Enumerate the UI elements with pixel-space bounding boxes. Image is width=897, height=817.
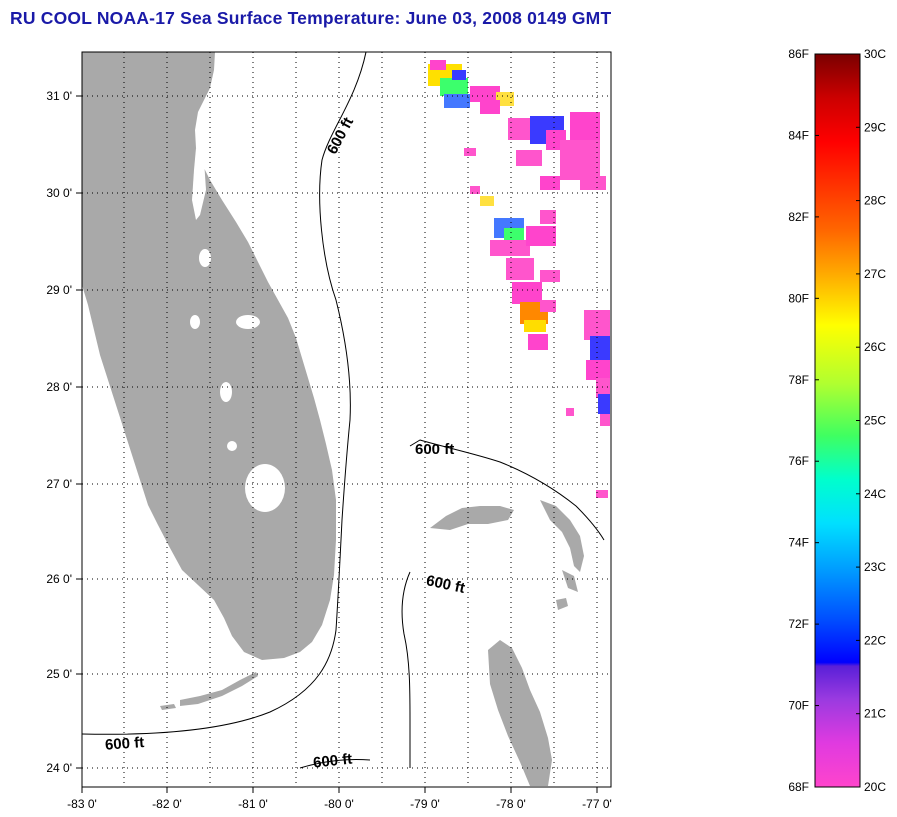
contour-label: 600 ft xyxy=(312,751,353,772)
colorbar-c-label: 29C xyxy=(864,120,886,134)
lat-label: 25 0' xyxy=(46,667,72,681)
colorbar-c-label: 21C xyxy=(864,707,886,721)
lon-label: -77 0' xyxy=(582,797,612,811)
colorbar-f-label: 74F xyxy=(788,536,809,550)
colorbar-c-label: 20C xyxy=(864,780,886,794)
colorbar-c-label: 26C xyxy=(864,340,886,354)
colorbar-c-label: 23C xyxy=(864,560,886,574)
plot-frame xyxy=(81,51,612,788)
lat-label: 30 0' xyxy=(46,186,72,200)
colorbar-f-label: 76F xyxy=(788,454,809,468)
colorbar-fahrenheit-labels: 86F 84F 82F 80F 78F 76F 74F 72F 70F 68F xyxy=(788,47,819,794)
abaco-islands xyxy=(540,500,584,572)
lon-label: -83 0' xyxy=(67,797,97,811)
lat-label: 29 0' xyxy=(46,283,72,297)
colorbar-c-label: 25C xyxy=(864,414,886,428)
colorbar-c-label: 30C xyxy=(864,47,886,61)
colorbar-f-label: 80F xyxy=(788,291,809,305)
grand-bahama xyxy=(430,506,514,530)
contour-label: 600 ft xyxy=(415,441,454,458)
lat-label: 31 0' xyxy=(46,89,72,103)
latitude-labels: 31 0' 30 0' 29 0' 28 0' 27 0' 26 0' 25 0… xyxy=(46,89,72,775)
colorbar-scale xyxy=(814,53,861,788)
graticule xyxy=(82,52,611,787)
colorbar-f-label: 78F xyxy=(788,373,809,387)
colorbar-f-label: 68F xyxy=(788,780,809,794)
colorbar-c-label: 28C xyxy=(864,194,886,208)
andros-island xyxy=(488,640,552,786)
colorbar-c-label: 27C xyxy=(864,267,886,281)
colorbar-f-label: 70F xyxy=(788,699,809,713)
lon-label: -82 0' xyxy=(152,797,182,811)
colorbar-c-label: 24C xyxy=(864,487,886,501)
lon-label: -78 0' xyxy=(496,797,526,811)
colorbar-c-label: 22C xyxy=(864,633,886,647)
longitude-labels: -83 0' -82 0' -81 0' -80 0' -79 0' -78 0… xyxy=(67,797,612,811)
colorbar-f-label: 82F xyxy=(788,210,809,224)
lon-label: -80 0' xyxy=(324,797,354,811)
colorbar-f-label: 84F xyxy=(788,128,809,142)
lat-label: 27 0' xyxy=(46,477,72,491)
colorbar-celsius-labels: 30C 29C 28C 27C 26C 25C 24C 23C 22C 21C 20C xyxy=(856,47,886,794)
lon-label: -79 0' xyxy=(410,797,440,811)
sst-swath xyxy=(428,60,610,498)
lat-label: 24 0' xyxy=(46,761,72,775)
colorbar-f-label: 86F xyxy=(788,47,809,61)
colorbar-f-label: 72F xyxy=(788,617,809,631)
lon-label: -81 0' xyxy=(238,797,268,811)
lat-label: 26 0' xyxy=(46,572,72,586)
isobath-600ft xyxy=(81,51,605,769)
contour-label: 600 ft xyxy=(104,734,144,754)
lake-okeechobee xyxy=(245,464,285,512)
lat-label: 28 0' xyxy=(46,380,72,394)
map-title: RU COOL NOAA-17 Sea Surface Temperature:… xyxy=(10,8,612,28)
